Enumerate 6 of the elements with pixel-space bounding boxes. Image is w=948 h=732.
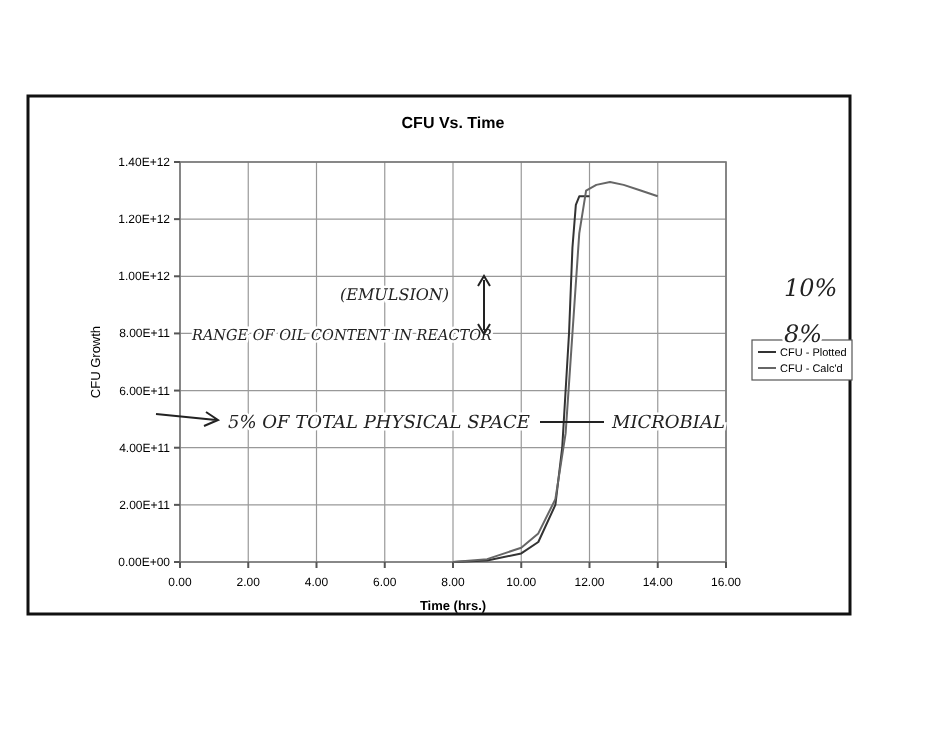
annotation: MICROBIAL	[610, 414, 725, 434]
chart-title: CFU Vs. Time	[401, 114, 506, 132]
annotation: (EMULSION)	[340, 286, 450, 304]
text: 8%	[784, 320, 823, 348]
annotation: 5% OF TOTAL PHYSICAL SPACE	[228, 414, 531, 434]
text: 10%	[784, 274, 838, 302]
